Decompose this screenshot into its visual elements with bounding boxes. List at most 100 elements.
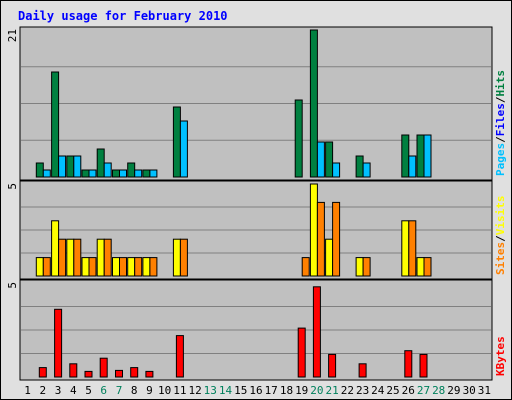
bar-visits-day-5	[81, 257, 90, 277]
day-label-7: 7	[116, 384, 123, 397]
day-label-18: 18	[280, 384, 293, 397]
series-legend-kbytes: KBytes	[494, 336, 507, 376]
day-label-31: 31	[478, 384, 491, 397]
bar-visits-day-7	[112, 257, 120, 277]
bar-visits-day-3	[58, 238, 67, 277]
bar-hits-day-4	[73, 155, 82, 178]
bar-kbytes-day-7	[115, 369, 123, 378]
y-max-label-hits: 21	[6, 29, 19, 42]
day-label-8: 8	[131, 384, 138, 397]
bar-hits-day-8	[127, 162, 136, 178]
bar-hits-day-27	[416, 134, 425, 178]
day-label-24: 24	[371, 384, 385, 397]
day-label-5: 5	[85, 384, 92, 397]
bar-kbytes-day-11	[175, 335, 184, 378]
y-max-label-visits: 5	[6, 183, 19, 190]
day-label-1: 1	[24, 384, 31, 397]
bar-hits-day-3	[58, 155, 67, 178]
legend-part: /	[494, 136, 507, 143]
bar-hits-day-11	[172, 106, 181, 178]
bar-kbytes-day-21	[328, 353, 337, 378]
day-label-23: 23	[356, 384, 369, 397]
bar-visits-day-6	[103, 238, 112, 277]
bar-visits-day-2	[35, 257, 44, 277]
bar-visits-day-21	[325, 238, 334, 277]
day-label-27: 27	[417, 384, 430, 397]
day-label-25: 25	[386, 384, 399, 397]
bar-kbytes-day-19	[297, 327, 306, 378]
bar-visits-day-19	[301, 257, 310, 277]
day-label-28: 28	[432, 384, 445, 397]
day-label-6: 6	[100, 384, 107, 397]
bar-hits-day-23	[362, 162, 371, 178]
series-legend-hits: Pages/Files/Hits	[494, 70, 507, 176]
bar-kbytes-day-6	[99, 357, 108, 378]
bar-hits-day-7	[119, 169, 127, 178]
bar-kbytes-day-23	[358, 363, 367, 378]
bar-hits-day-5	[81, 169, 90, 178]
bar-visits-day-20	[309, 183, 318, 277]
day-label-17: 17	[265, 384, 278, 397]
day-label-15: 15	[234, 384, 247, 397]
bar-visits-day-26	[401, 220, 410, 277]
bar-hits-day-11	[179, 120, 188, 178]
panel-kbytes: 5 KBytes	[6, 279, 507, 381]
bar-visits-day-8	[127, 257, 136, 277]
bar-hits-day-6	[103, 162, 112, 178]
bar-kbytes-day-26	[404, 350, 413, 378]
day-label-14: 14	[219, 384, 233, 397]
bar-hits-day-3	[51, 71, 60, 178]
bar-visits-day-11	[172, 238, 181, 277]
bar-hits-day-7	[112, 169, 120, 178]
bar-visits-day-11	[179, 238, 188, 277]
bar-visits-day-27	[416, 257, 425, 277]
bar-visits-day-8	[134, 257, 143, 277]
legend-part: KBytes	[494, 336, 507, 376]
bar-visits-day-20	[316, 201, 325, 277]
day-label-19: 19	[295, 384, 308, 397]
bar-visits-day-23	[355, 257, 364, 277]
bar-hits-day-9	[142, 169, 151, 178]
bar-visits-day-7	[119, 257, 127, 277]
bar-kbytes-day-27	[419, 353, 428, 378]
bar-visits-day-5	[88, 257, 97, 277]
bar-hits-day-2	[35, 162, 44, 178]
bar-hits-day-20	[309, 29, 318, 178]
bar-visits-day-26	[408, 220, 417, 277]
bar-hits-day-21	[332, 162, 341, 178]
bar-visits-day-9	[142, 257, 151, 277]
day-label-13: 13	[204, 384, 217, 397]
bar-kbytes-day-5	[84, 370, 93, 378]
bar-hits-day-8	[134, 169, 143, 178]
day-label-22: 22	[341, 384, 354, 397]
day-label-16: 16	[249, 384, 262, 397]
bar-kbytes-day-8	[130, 367, 139, 378]
bar-hits-day-9	[149, 169, 158, 178]
bar-hits-day-26	[401, 134, 410, 178]
legend-part: Files	[494, 103, 507, 136]
series-legend-visits: Sites/Visits	[494, 196, 507, 276]
day-label-10: 10	[158, 384, 171, 397]
bar-kbytes-day-9	[145, 370, 154, 378]
day-label-3: 3	[55, 384, 62, 397]
panel-visits: 5 Sites/Visits	[6, 180, 507, 280]
bar-visits-day-2	[42, 257, 51, 277]
day-label-20: 20	[310, 384, 323, 397]
day-label-4: 4	[70, 384, 77, 397]
day-label-30: 30	[463, 384, 476, 397]
bar-visits-day-6	[96, 238, 105, 277]
day-label-2: 2	[39, 384, 46, 397]
bar-hits-day-21	[325, 141, 334, 178]
bar-hits-day-2	[42, 169, 51, 178]
day-label-12: 12	[188, 384, 201, 397]
bar-visits-day-3	[51, 220, 60, 277]
legend-part: Hits	[494, 70, 507, 97]
bar-hits-day-19	[294, 99, 303, 178]
bar-visits-day-9	[149, 257, 158, 277]
day-label-9: 9	[146, 384, 153, 397]
bar-kbytes-day-2	[38, 367, 47, 378]
day-label-21: 21	[325, 384, 338, 397]
chart-title: Daily usage for February 2010	[18, 9, 228, 23]
